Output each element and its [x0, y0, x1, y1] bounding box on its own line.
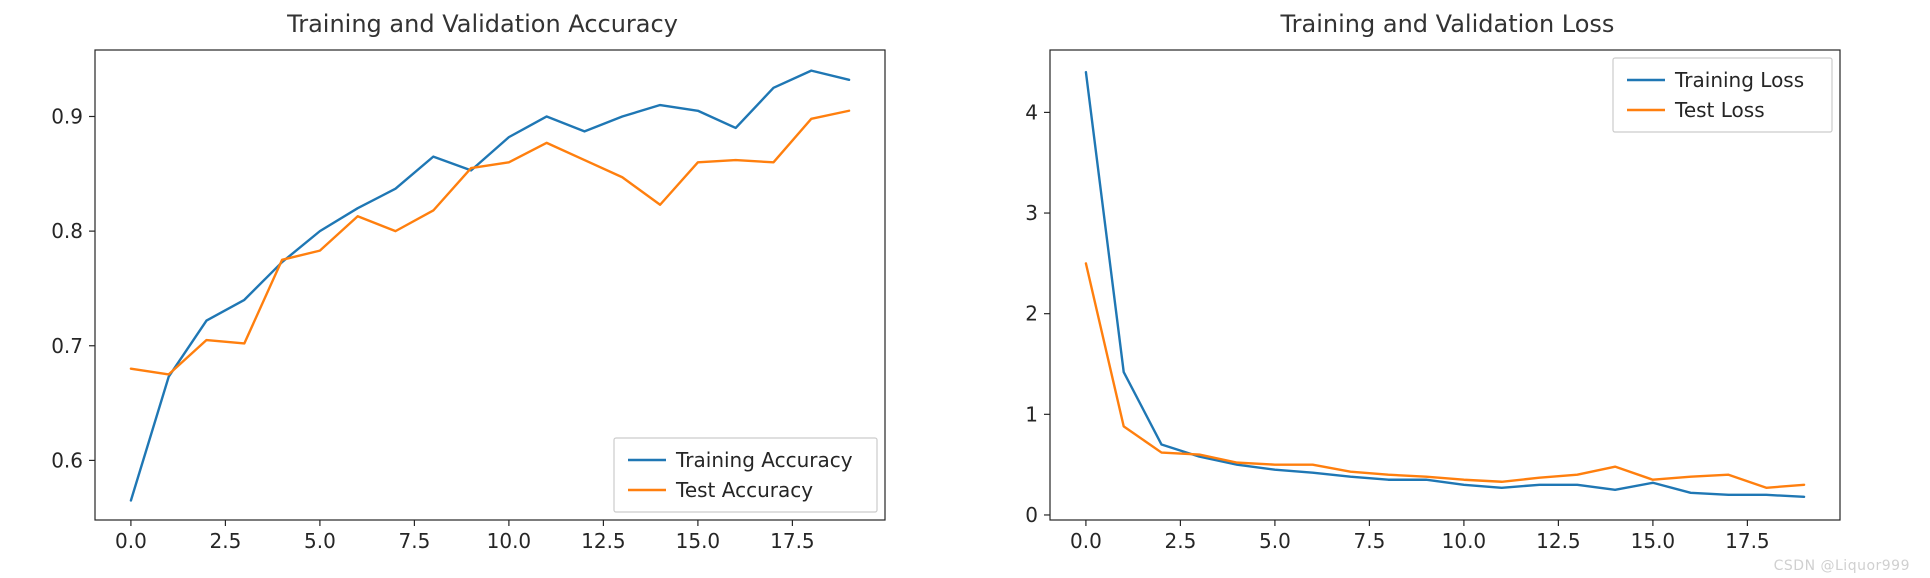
- xtick-label: 12.5: [1536, 529, 1581, 553]
- figure: Training and Validation Accuracy 0.02.55…: [0, 0, 1930, 578]
- xtick-label: 5.0: [1259, 529, 1291, 553]
- legend-label: Training Loss: [1674, 68, 1804, 92]
- legend-label: Test Loss: [1674, 98, 1765, 122]
- xtick-label: 0.0: [1070, 529, 1102, 553]
- ytick-label: 0.9: [51, 104, 83, 128]
- xtick-label: 17.5: [1725, 529, 1770, 553]
- xtick-label: 5.0: [304, 529, 336, 553]
- xtick-label: 2.5: [210, 529, 242, 553]
- series-line: [1086, 72, 1804, 497]
- xtick-label: 7.5: [398, 529, 430, 553]
- ytick-label: 4: [1025, 100, 1038, 124]
- xtick-label: 0.0: [115, 529, 147, 553]
- watermark-text: CSDN @Liquor999: [1774, 558, 1910, 574]
- ytick-label: 3: [1025, 201, 1038, 225]
- xtick-label: 12.5: [581, 529, 626, 553]
- ytick-label: 0: [1025, 503, 1038, 527]
- subplot-accuracy: Training and Validation Accuracy 0.02.55…: [0, 0, 965, 578]
- series-line: [1086, 263, 1804, 487]
- ytick-label: 2: [1025, 302, 1038, 326]
- ytick-label: 0.6: [51, 448, 83, 472]
- series-line: [131, 111, 849, 375]
- legend-label: Training Accuracy: [675, 448, 853, 472]
- xtick-label: 2.5: [1165, 529, 1197, 553]
- xtick-label: 17.5: [770, 529, 815, 553]
- axes-accuracy: 0.0 2.5 5.0 7.5 10.0 12.5 15.0 17.5 0.6 0.7 0.8 0.9…: [0, 0, 965, 578]
- xtick-label: 10.0: [487, 529, 532, 553]
- xtick-label: 15.0: [676, 529, 721, 553]
- xtick-label: 7.5: [1353, 529, 1385, 553]
- series-line: [131, 71, 849, 501]
- legend: Training Loss Test Loss: [1613, 58, 1832, 132]
- ytick-label: 0.7: [51, 334, 83, 358]
- subplot-loss: Training and Validation Loss 0.02.55.07.…: [965, 0, 1930, 578]
- axes-loss: 0.0 2.5 5.0 7.5 10.0 12.5 15.0 17.5 0 1 2 3 4 Trainin…: [965, 0, 1930, 578]
- xtick-label: 10.0: [1442, 529, 1487, 553]
- legend: Training Accuracy Test Accuracy: [614, 438, 877, 512]
- ytick-label: 0.8: [51, 219, 83, 243]
- xtick-label: 15.0: [1631, 529, 1676, 553]
- ytick-label: 1: [1025, 402, 1038, 426]
- legend-label: Test Accuracy: [675, 478, 813, 502]
